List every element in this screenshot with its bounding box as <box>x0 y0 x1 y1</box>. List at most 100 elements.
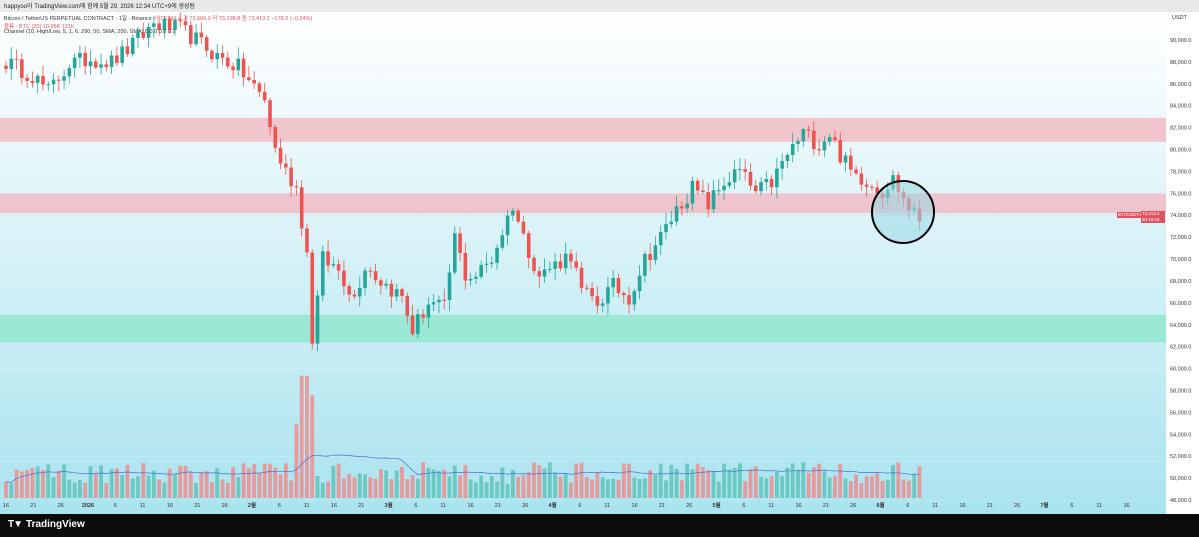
candle-body <box>379 280 383 286</box>
candle-body <box>864 184 869 187</box>
candle-body <box>262 91 267 101</box>
candle-body <box>621 293 626 296</box>
candle-body <box>822 141 827 151</box>
volume-bar <box>72 482 77 498</box>
candle-body <box>563 253 568 269</box>
candle-body <box>257 83 262 92</box>
volume-bar <box>357 473 362 498</box>
volume-bar <box>9 483 14 498</box>
candle-body <box>421 314 425 318</box>
price-tick-label: 70,000.0 <box>1170 257 1191 263</box>
volume-bar <box>484 482 489 498</box>
candle-body <box>727 182 732 186</box>
volume-bar <box>431 469 436 498</box>
candle-body <box>363 270 367 289</box>
candle-body <box>83 52 87 67</box>
time-tick-label: 21 <box>495 503 501 509</box>
candle-body <box>453 233 457 273</box>
candle-body <box>495 247 499 263</box>
volume-moving-average <box>5 454 920 483</box>
volume-bar <box>595 472 600 498</box>
time-tick-label: 5월 <box>713 501 721 509</box>
candle-body <box>72 57 77 69</box>
price-tick-label: 90,000.0 <box>1170 38 1191 44</box>
volume-bar <box>231 467 235 498</box>
price-tick-label: 78,000.0 <box>1170 169 1191 175</box>
volume-bar <box>400 466 404 498</box>
candle-body <box>284 163 288 168</box>
candle-body <box>357 288 362 297</box>
candle-body <box>595 296 600 306</box>
volume-bar <box>547 462 552 498</box>
volume-bar <box>19 471 24 498</box>
volume-bar <box>727 469 732 498</box>
volume-bar <box>14 469 19 498</box>
candle-body <box>310 252 315 344</box>
candle-body <box>20 59 24 78</box>
candle-body <box>796 141 800 144</box>
volume-bar <box>516 476 521 498</box>
volume-bar <box>405 479 410 498</box>
volume-bar <box>616 479 621 498</box>
brand[interactable]: T▼ TradingView <box>8 519 85 530</box>
volume-bar <box>452 465 457 498</box>
volume-bar <box>204 471 209 498</box>
candle-body <box>199 32 204 38</box>
time-tick-label: 3월 <box>385 501 393 509</box>
time-tick-label: 6 <box>114 503 117 509</box>
time-tick-label: 26 <box>522 503 528 509</box>
time-tick-label: 21 <box>358 503 364 509</box>
volume-bar <box>141 463 146 498</box>
currency-label[interactable]: USDT <box>1172 15 1187 21</box>
candle-body <box>875 187 879 194</box>
candle-body <box>326 251 330 266</box>
volume-bar <box>891 465 895 498</box>
candle-body <box>389 283 394 297</box>
candle-body <box>743 169 747 172</box>
candle-body <box>674 206 679 222</box>
volume-bar <box>669 464 674 498</box>
volume-bar <box>62 464 66 498</box>
volume-bar <box>109 469 114 498</box>
candle-body <box>231 66 235 71</box>
candle-body <box>125 46 130 55</box>
volume-bar <box>806 473 811 498</box>
candle-body <box>373 271 378 281</box>
price-tick-label: 84,000.0 <box>1170 104 1191 110</box>
candle-body <box>685 203 689 209</box>
candle-body <box>542 269 547 277</box>
candle-body <box>130 37 135 55</box>
price-tick-label: 82,000.0 <box>1170 126 1191 132</box>
candle-body <box>442 299 447 301</box>
legend-symbol[interactable]: Bitcoin / TetherUS PERPETUAL CONTRACT · … <box>4 14 312 22</box>
candle-body <box>785 154 790 162</box>
candle-body <box>99 64 103 68</box>
volume-bar <box>722 463 726 498</box>
candle-body <box>827 137 832 142</box>
volume-bar <box>796 469 800 498</box>
volume-bar <box>426 467 431 498</box>
legend-ohlc: 시 73,591.4 고 73,666.0 저 73,198.8 종 73,41… <box>153 16 313 22</box>
price-tick-label: 86,000.0 <box>1170 82 1191 88</box>
candle-body <box>722 185 726 191</box>
volume-bar <box>93 473 98 498</box>
legend-volume[interactable]: 볼륨 · BTC (20) 10.95K 121K <box>4 24 75 30</box>
candle-body <box>637 275 642 292</box>
volume-bar <box>162 482 167 498</box>
volume-bar <box>621 463 626 498</box>
candle-body <box>505 215 510 236</box>
price-tick-label: 68,000.0 <box>1170 279 1191 285</box>
legend-channel[interactable]: Channel (10, High/Low, 5, 1, 6, 290, 50,… <box>4 29 176 35</box>
candle-body <box>278 147 283 164</box>
price-tick-label: 50,000.0 <box>1170 476 1191 482</box>
volume-bar <box>690 469 695 498</box>
volume-bar <box>83 482 88 498</box>
candle-body <box>479 264 483 277</box>
candle-body <box>732 169 737 183</box>
candle-body <box>616 278 621 294</box>
candle-body <box>394 289 399 297</box>
price-axis-background <box>1166 12 1199 514</box>
candle-body <box>590 288 594 297</box>
candle-body <box>62 76 66 81</box>
